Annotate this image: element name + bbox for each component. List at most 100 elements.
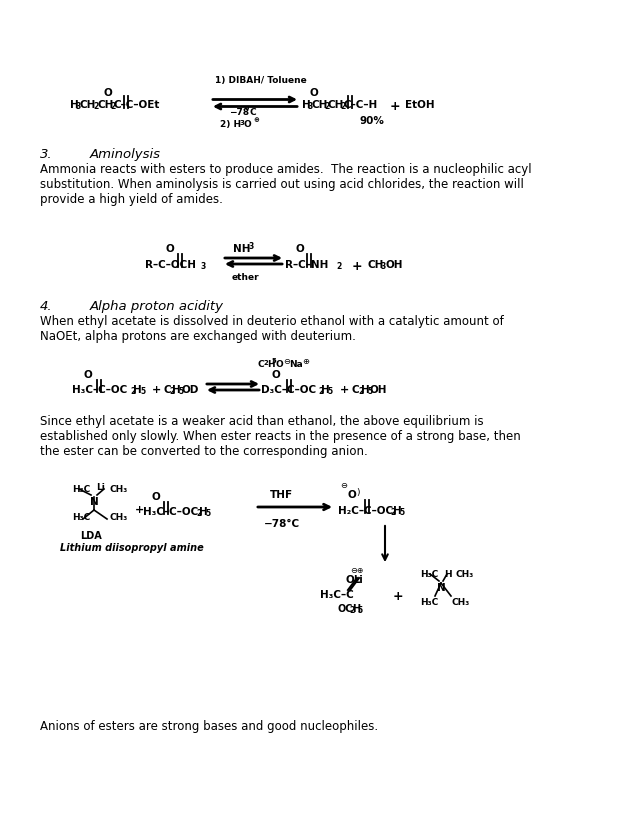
Text: N: N <box>437 583 446 593</box>
Text: Anions of esters are strong bases and good nucleophiles.: Anions of esters are strong bases and go… <box>40 720 378 733</box>
Text: ⊖: ⊖ <box>283 357 290 366</box>
Text: Lithium diisopropyl amine: Lithium diisopropyl amine <box>60 543 203 553</box>
Text: Li: Li <box>353 575 363 585</box>
Text: H: H <box>172 385 181 395</box>
Text: H: H <box>361 385 370 395</box>
Text: 2: 2 <box>318 387 323 396</box>
Text: O: O <box>309 88 318 98</box>
Text: R–C–OCH: R–C–OCH <box>145 260 196 270</box>
Text: C: C <box>250 108 256 117</box>
Text: 2: 2 <box>196 509 201 518</box>
Text: H: H <box>267 360 275 369</box>
Text: H₃C: H₃C <box>420 570 438 579</box>
Text: OD: OD <box>181 385 198 395</box>
Text: H: H <box>302 100 311 110</box>
Text: H₃C–C–OC: H₃C–C–OC <box>72 385 127 395</box>
Text: 2: 2 <box>110 102 115 111</box>
Text: O: O <box>272 370 281 380</box>
Text: OC: OC <box>337 604 353 614</box>
Text: EtOH: EtOH <box>405 100 435 110</box>
Text: 0: 0 <box>245 106 249 111</box>
Text: OH: OH <box>370 385 387 395</box>
Text: 3: 3 <box>249 242 255 251</box>
Text: 2: 2 <box>324 102 329 111</box>
Text: CH₃: CH₃ <box>110 485 129 494</box>
Text: +: + <box>135 505 144 515</box>
Text: ⊕: ⊕ <box>356 566 362 575</box>
Text: H₂C–C–OC: H₂C–C–OC <box>338 506 393 516</box>
Text: O: O <box>152 492 161 502</box>
Text: O: O <box>84 370 93 380</box>
Text: 5: 5 <box>272 358 277 364</box>
Text: O: O <box>295 244 304 254</box>
Text: 2: 2 <box>93 102 98 111</box>
Text: Aminolysis: Aminolysis <box>90 148 161 161</box>
Text: Alpha proton acidity: Alpha proton acidity <box>90 300 224 313</box>
Text: 2: 2 <box>390 508 395 517</box>
Text: +: + <box>352 260 363 273</box>
Text: 1) DIBAH/ Toluene: 1) DIBAH/ Toluene <box>215 76 307 85</box>
Text: 2) H: 2) H <box>220 120 241 129</box>
Text: ether: ether <box>232 273 260 282</box>
Text: CH: CH <box>80 100 96 110</box>
Text: C: C <box>163 385 171 395</box>
Text: H: H <box>444 570 452 579</box>
Text: R–C–NH: R–C–NH <box>285 260 328 270</box>
Text: Ammonia reacts with esters to produce amides.  The reaction is a nucleophilic ac: Ammonia reacts with esters to produce am… <box>40 163 532 206</box>
Text: H₃C–C: H₃C–C <box>320 590 354 600</box>
Text: CH: CH <box>311 100 328 110</box>
Text: 5: 5 <box>367 387 372 396</box>
Text: H₃C: H₃C <box>420 598 438 607</box>
Text: 3: 3 <box>240 120 245 126</box>
Text: CH₃: CH₃ <box>452 598 470 607</box>
Text: ⊖: ⊖ <box>350 566 357 575</box>
Text: H: H <box>321 385 329 395</box>
Text: ⊖: ⊖ <box>340 481 347 490</box>
Text: 5: 5 <box>140 387 145 396</box>
Text: Since ethyl acetate is a weaker acid than ethanol, the above equilibrium is
esta: Since ethyl acetate is a weaker acid tha… <box>40 415 521 458</box>
Text: 2: 2 <box>340 102 345 111</box>
Text: 3: 3 <box>76 102 81 111</box>
Text: CH₃: CH₃ <box>455 570 473 579</box>
Text: 3.: 3. <box>40 148 53 161</box>
Text: O: O <box>103 88 112 98</box>
Text: NH: NH <box>233 244 251 254</box>
Text: 3: 3 <box>308 102 313 111</box>
Text: CH: CH <box>97 100 113 110</box>
Text: When ethyl acetate is dissolved in deuterio ethanol with a catalytic amount of
N: When ethyl acetate is dissolved in deute… <box>40 315 504 343</box>
Text: CH: CH <box>368 260 384 270</box>
Text: +: + <box>152 385 161 395</box>
Text: O: O <box>243 120 251 129</box>
Text: 4.: 4. <box>40 300 53 313</box>
Text: O: O <box>347 490 356 500</box>
Text: 2: 2 <box>358 387 364 396</box>
Text: D₃C–C–OC: D₃C–C–OC <box>261 385 316 395</box>
Text: C–C–OEt: C–C–OEt <box>113 100 159 110</box>
Text: 90%: 90% <box>360 116 385 126</box>
Text: 5: 5 <box>399 508 404 517</box>
Text: 5: 5 <box>178 387 183 396</box>
Text: 2: 2 <box>169 387 175 396</box>
Text: H: H <box>70 100 79 110</box>
Text: +: + <box>393 590 404 603</box>
Text: 5: 5 <box>205 509 210 518</box>
Text: O: O <box>345 575 354 585</box>
Text: H₃C–C–OC: H₃C–C–OC <box>143 507 198 517</box>
Text: C–C–H: C–C–H <box>343 100 377 110</box>
Text: 2: 2 <box>264 360 269 366</box>
Text: O: O <box>165 244 174 254</box>
Text: C: C <box>352 385 360 395</box>
Text: C: C <box>258 360 265 369</box>
Text: Na: Na <box>289 360 303 369</box>
Text: CH₃: CH₃ <box>110 513 129 522</box>
Text: LDA: LDA <box>80 531 102 541</box>
Text: 3: 3 <box>381 262 386 271</box>
Text: H: H <box>133 385 142 395</box>
Text: OH: OH <box>385 260 403 270</box>
Text: 5: 5 <box>357 606 362 615</box>
Text: CH: CH <box>327 100 343 110</box>
Text: 5: 5 <box>327 387 332 396</box>
Text: ⊕: ⊕ <box>253 117 259 123</box>
Text: 3: 3 <box>201 262 206 271</box>
Text: 2: 2 <box>349 606 354 615</box>
